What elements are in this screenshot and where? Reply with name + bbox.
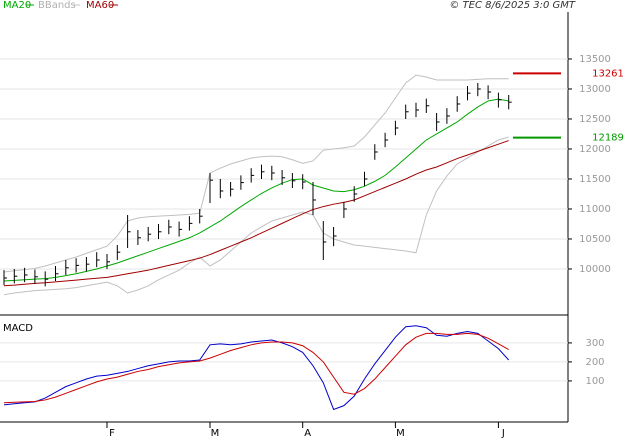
macd-line bbox=[3, 325, 510, 411]
y-tick-label: 11500 bbox=[579, 174, 611, 185]
macd-line bbox=[3, 332, 509, 404]
x-tick-label: M bbox=[211, 428, 220, 439]
x-tick-label: M bbox=[396, 428, 405, 439]
ma-line bbox=[3, 98, 509, 282]
x-tick-label: A bbox=[304, 428, 311, 439]
legend-ma60: MA60 bbox=[86, 0, 114, 11]
y-tick-label: 200 bbox=[585, 357, 604, 368]
y-tick-label: 10000 bbox=[579, 264, 611, 275]
y-tick-label: 12000 bbox=[579, 144, 611, 155]
legend-bbands: BBands bbox=[38, 0, 76, 11]
level-label: 13261 bbox=[592, 68, 624, 79]
y-tick-label: 13500 bbox=[579, 54, 611, 65]
y-tick-label: 300 bbox=[585, 338, 604, 349]
y-tick-label: 12500 bbox=[579, 114, 611, 125]
bband-lower bbox=[3, 136, 509, 296]
x-tick-label: F bbox=[109, 428, 115, 439]
x-tick-label: J bbox=[501, 428, 505, 439]
y-tick-label: 11000 bbox=[579, 204, 611, 215]
legend-ma20: MA20 bbox=[3, 0, 31, 11]
bband-upper bbox=[3, 74, 509, 273]
y-tick-label: 100 bbox=[585, 376, 604, 387]
credit: © TEC 8/6/2025 3:0 GMT bbox=[449, 0, 576, 11]
panel-title: MACD bbox=[3, 323, 33, 334]
y-tick-label: 10500 bbox=[579, 234, 611, 245]
level-label: 12189 bbox=[592, 133, 624, 144]
y-tick-label: 13000 bbox=[579, 84, 611, 95]
ma-line bbox=[3, 140, 509, 287]
